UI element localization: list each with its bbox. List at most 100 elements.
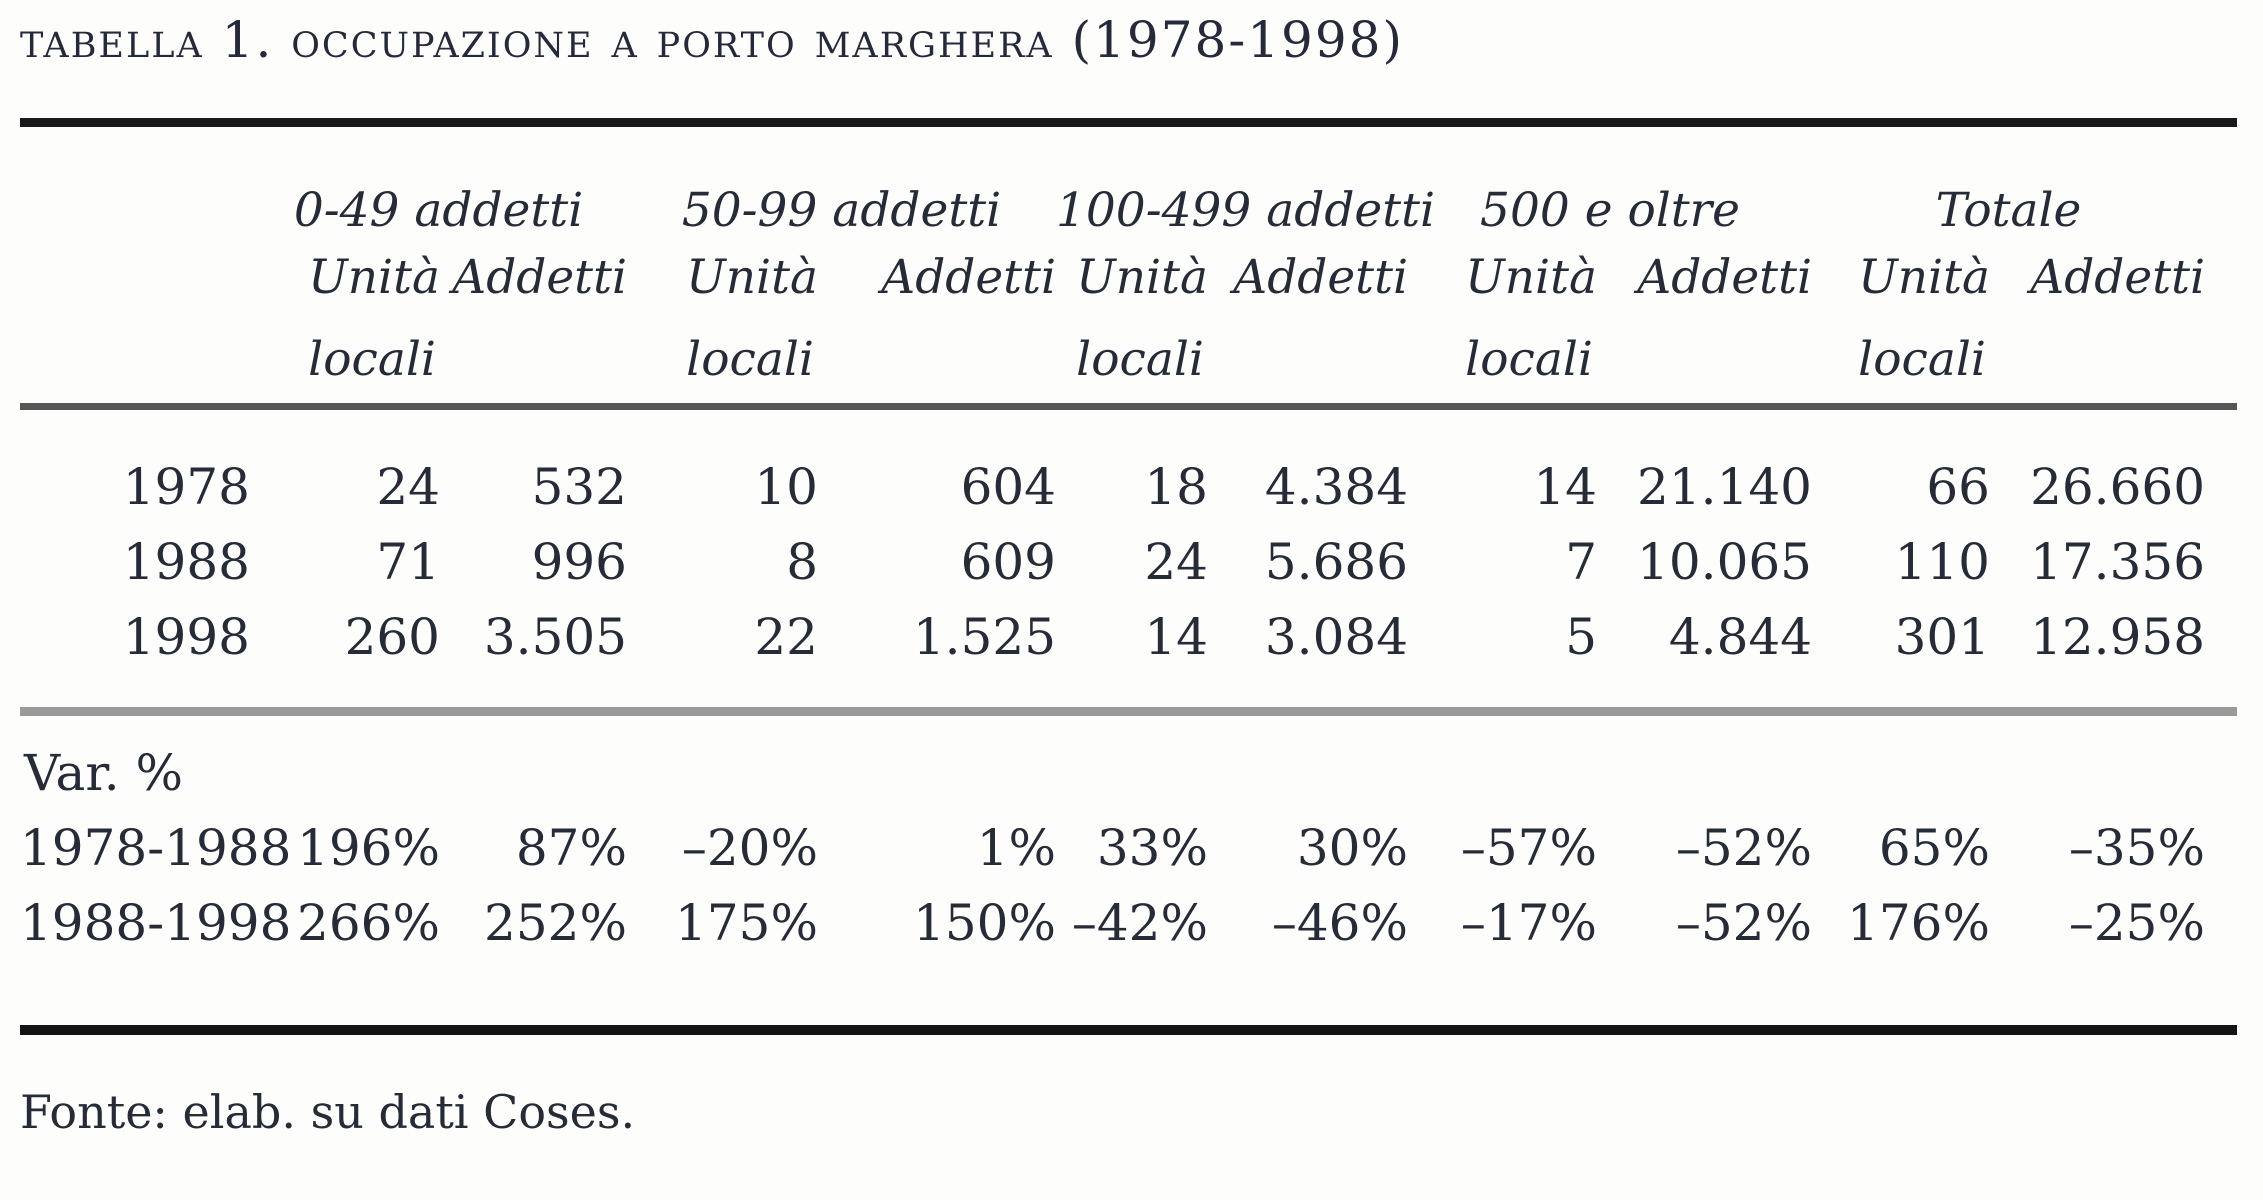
value-cell: 87% <box>515 819 627 877</box>
unita-label: Unità <box>1465 250 1597 305</box>
value-cell: –35% <box>2068 819 2206 877</box>
period-cell: 1988-1998 <box>20 894 292 952</box>
value-cell: 17.356 <box>2030 533 2206 591</box>
value-cell: 26.660 <box>2030 458 2206 516</box>
value-cell: 996 <box>531 533 627 591</box>
unita-label: Unità <box>686 250 818 305</box>
table-title: tabella 1. occupazione a porto marghera … <box>20 11 1404 69</box>
value-cell: –20% <box>681 819 818 877</box>
unita-label: Unità <box>1858 250 1990 305</box>
value-cell: 12.958 <box>1990 600 2238 716</box>
locali-label: locali <box>1465 332 1593 387</box>
group-header-100-499-addetti: 100-499 addetti <box>1056 183 1436 238</box>
value-cell: 252% <box>484 894 627 952</box>
unita-locali-label: Unità locali <box>1465 237 1597 401</box>
table-row-var-1988-1998: 1988-1998 266% 252% 175% 150% –42% –46% … <box>20 886 2237 1030</box>
unita-locali-label: Unità locali <box>1076 237 1208 401</box>
value-cell: 66 <box>1926 458 1990 516</box>
table-row-1988: 1988 71 996 8 609 24 5.686 7 10.065 110 … <box>20 525 2237 600</box>
variation-section: Var. % 1978-1988 196% 87% –20% 1% 33% 30… <box>20 712 2237 1031</box>
column-header-unita-locali: Unità locali <box>1408 237 1597 410</box>
column-header-unita-locali: Unità locali <box>627 237 818 410</box>
table-header: 0-49 addetti 50-99 addetti 100-499 addet… <box>20 123 2238 410</box>
locali-label: locali <box>308 332 436 387</box>
value-cell: 1% <box>976 819 1056 877</box>
column-header-addetti: Addetti <box>1990 237 2238 410</box>
unita-locali-label: Unità locali <box>686 237 818 401</box>
column-header-unita-locali: Unità locali <box>1056 237 1208 410</box>
value-cell: 150% <box>913 894 1056 952</box>
locali-label: locali <box>1076 332 1204 387</box>
table-row-1978: 1978 24 532 10 604 18 4.384 14 21.140 66… <box>20 407 2237 526</box>
unita-label: Unità <box>1076 250 1208 305</box>
value-cell: 22 <box>627 600 818 716</box>
variation-label-row: Var. % <box>20 712 2237 812</box>
value-cell: –17% <box>1460 894 1597 952</box>
table-row-var-1978-1988: 1978-1988 196% 87% –20% 1% 33% 30% –57% … <box>20 811 2237 886</box>
value-cell: 65% <box>1878 819 1990 877</box>
column-header-addetti: Addetti <box>1597 237 1812 410</box>
column-header-addetti: Addetti <box>818 237 1056 410</box>
group-header-row: 0-49 addetti 50-99 addetti 100-499 addet… <box>20 123 2237 238</box>
value-cell: –25% <box>2068 894 2206 952</box>
value-cell: 33% <box>1096 819 1208 877</box>
sub-header-row: Unità locali Addetti Unità locali Addetti … <box>20 237 2238 410</box>
value-cell: 24 <box>1144 533 1208 591</box>
value-cell: 4.844 <box>1597 600 1812 716</box>
value-cell: 110 <box>1894 533 1990 591</box>
year-cell: 1988 <box>122 533 250 591</box>
value-cell: 5 <box>1408 600 1597 716</box>
column-header-addetti: Addetti <box>1208 237 1408 410</box>
value-cell: 4.384 <box>1264 458 1408 516</box>
locali-label: locali <box>1858 332 1986 387</box>
column-header-unita-locali: Unità locali <box>1812 237 1990 410</box>
value-cell: 24 <box>376 458 440 516</box>
value-cell: 14 <box>1056 600 1208 716</box>
value-cell: 8 <box>786 533 818 591</box>
group-header-0-49-addetti: 0-49 addetti <box>293 183 584 238</box>
group-header-500-e-oltre: 500 e oltre <box>1480 183 1740 238</box>
unita-label: Unità <box>308 250 440 305</box>
value-cell: 10.065 <box>1637 533 1812 591</box>
year-cell: 1978 <box>122 458 250 516</box>
value-cell: –42% <box>1071 894 1208 952</box>
value-cell: 21.140 <box>1637 458 1812 516</box>
value-cell: 18 <box>1144 458 1208 516</box>
value-cell: –46% <box>1271 894 1408 952</box>
value-cell: 5.686 <box>1264 533 1408 591</box>
value-cell: 3.084 <box>1208 600 1408 716</box>
empty-corner-cell <box>20 123 250 238</box>
source-note: Fonte: elab. su dati Coses. <box>20 1085 636 1139</box>
value-cell: –52% <box>1675 894 1812 952</box>
unita-locali-label: Unità locali <box>1858 237 1990 401</box>
value-cell: 7 <box>1565 533 1597 591</box>
value-cell: –52% <box>1675 819 1812 877</box>
value-cell: 14 <box>1533 458 1597 516</box>
value-cell: 604 <box>960 458 1056 516</box>
locali-label: locali <box>686 332 814 387</box>
value-cell: 30% <box>1296 819 1408 877</box>
empty-corner-cell <box>20 237 250 410</box>
value-cell: –57% <box>1460 819 1597 877</box>
value-cell: 175% <box>675 894 818 952</box>
variation-section-label: Var. % <box>24 744 184 802</box>
value-cell: 71 <box>376 533 440 591</box>
group-header-totale: Totale <box>1935 183 2082 238</box>
value-cell: 266% <box>297 894 440 952</box>
table-row-1998: 1998 260 3.505 22 1.525 14 3.084 5 4.844… <box>20 600 2238 716</box>
unita-locali-label: Unità locali <box>308 237 440 401</box>
value-cell: 301 <box>1812 600 1990 716</box>
value-cell: 609 <box>960 533 1056 591</box>
value-cell: 176% <box>1847 894 1990 952</box>
value-cell: 1.525 <box>818 600 1056 716</box>
value-cell: 260 <box>250 600 440 716</box>
occupation-table: 0-49 addetti 50-99 addetti 100-499 addet… <box>20 118 2238 1035</box>
value-cell: 532 <box>531 458 627 516</box>
period-cell: 1978-1988 <box>20 819 292 877</box>
value-cell: 10 <box>754 458 818 516</box>
value-cell: 3.505 <box>440 600 627 716</box>
year-cell: 1998 <box>20 600 250 716</box>
year-data-section: 1978 24 532 10 604 18 4.384 14 21.140 66… <box>20 407 2238 716</box>
column-header-addetti: Addetti <box>440 237 627 410</box>
